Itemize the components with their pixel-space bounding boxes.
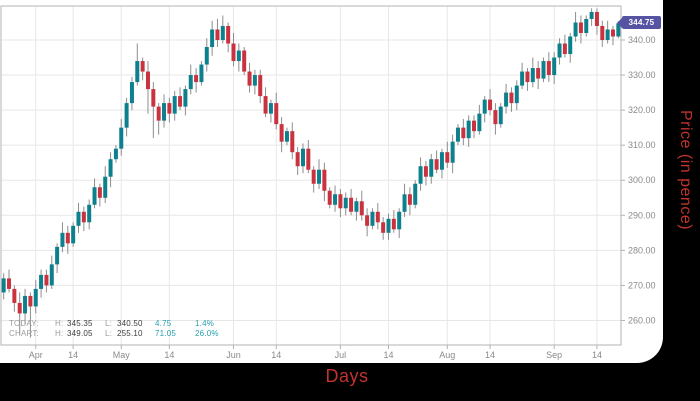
legend-row-today: TODAY: H: 345.35 L: 340.50 4.75 1.4% [9, 319, 219, 329]
svg-text:14: 14 [164, 350, 174, 360]
svg-text:May: May [113, 350, 131, 360]
svg-text:Jul: Jul [335, 350, 347, 360]
x-axis-title: Days [325, 366, 369, 386]
svg-text:290.00: 290.00 [628, 210, 656, 220]
svg-text:330.00: 330.00 [628, 70, 656, 80]
last-price-tag: 344.75 [617, 16, 661, 30]
svg-text:14: 14 [383, 350, 393, 360]
chart-high-key: H: [55, 329, 64, 338]
chart-label: CHART: [9, 329, 39, 338]
chart-stats-legend: TODAY: H: 345.35 L: 340.50 4.75 1.4% CHART: H: 3… [9, 319, 219, 339]
svg-text:Jun: Jun [226, 350, 241, 360]
chart-low-value: 255.10 [117, 329, 143, 338]
today-percent: 1.4% [195, 319, 215, 328]
candlestick-plot: 260.00 270.00 280.00 290.00 300.00 310.00 320.… [0, 5, 656, 360]
svg-text:300.00: 300.00 [628, 175, 656, 185]
today-high-value: 345.35 [67, 319, 93, 328]
chart-change: 71.05 [155, 329, 177, 338]
chart-percent: 26.0% [195, 329, 219, 338]
chart-high-value: 349.05 [67, 329, 93, 338]
svg-text:320.00: 320.00 [628, 105, 656, 115]
today-low-value: 340.50 [117, 319, 143, 328]
chart-panel: 260.00 270.00 280.00 290.00 300.00 310.00 320.… [0, 0, 663, 363]
svg-text:260.00: 260.00 [628, 315, 656, 325]
svg-text:Sep: Sep [546, 350, 562, 360]
chart-low-key: L: [105, 329, 113, 338]
svg-text:14: 14 [68, 350, 78, 360]
price-tag-arrow-icon [617, 17, 622, 28]
today-change: 4.75 [155, 319, 172, 328]
svg-text:Aug: Aug [439, 350, 455, 360]
svg-text:14: 14 [271, 350, 281, 360]
today-high-key: H: [55, 319, 64, 328]
svg-text:270.00: 270.00 [628, 280, 656, 290]
today-low-key: L: [105, 319, 113, 328]
svg-text:14: 14 [485, 350, 495, 360]
y-axis-title: Price (in pence) [677, 110, 694, 231]
price-tag-value: 344.75 [628, 18, 655, 28]
svg-text:310.00: 310.00 [628, 140, 656, 150]
today-label: TODAY: [9, 319, 39, 328]
svg-text:280.00: 280.00 [628, 245, 656, 255]
svg-text:Apr: Apr [29, 350, 43, 360]
svg-text:340.00: 340.00 [628, 35, 656, 45]
legend-row-chart: CHART: H: 349.05 L: 255.10 71.05 26.0% [9, 329, 219, 339]
svg-text:14: 14 [592, 350, 602, 360]
